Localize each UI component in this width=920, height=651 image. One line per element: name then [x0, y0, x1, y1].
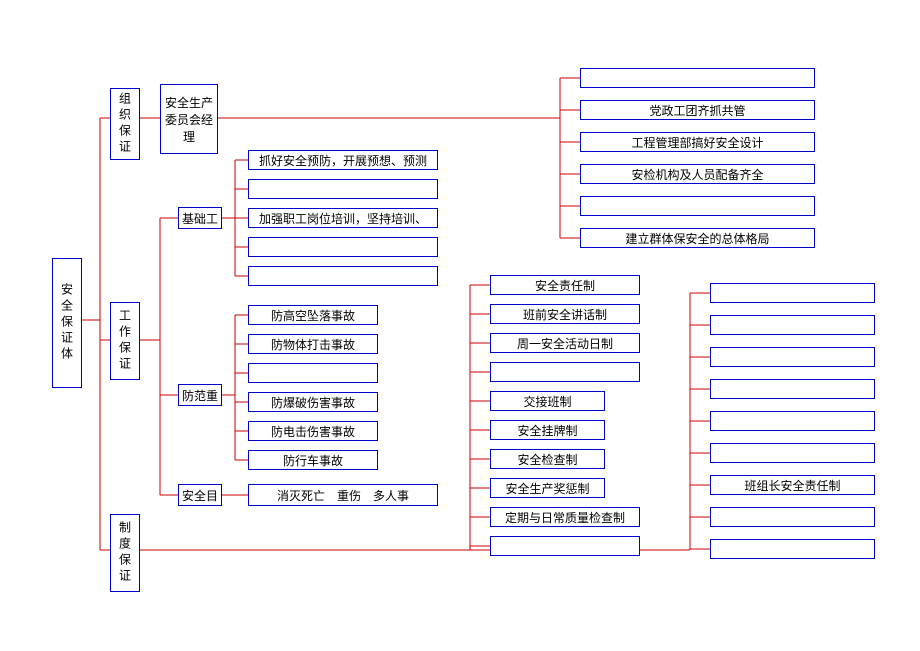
sys-r3: [710, 379, 875, 399]
prevent-p4: 防电击伤害事故: [248, 421, 378, 441]
prevent-p5: 防行车事故: [248, 450, 378, 470]
sys-s3: [490, 362, 640, 382]
sys-s6: 安全检查制: [490, 449, 605, 469]
sys-s9: [490, 536, 640, 556]
basic-b1: [248, 179, 438, 199]
committee-c0: [580, 68, 815, 88]
prevent-p1: 防物体打击事故: [248, 334, 378, 354]
committee-c5: 建立群体保安全的总体格局: [580, 228, 815, 248]
prevent-p2: [248, 363, 378, 383]
sys-s4: 交接班制: [490, 391, 605, 411]
prevent-box: 防范重: [178, 384, 222, 406]
basic-b3: [248, 237, 438, 257]
sys-box: 制度保证: [110, 514, 140, 592]
prevent-p3: 防爆破伤害事故: [248, 392, 378, 412]
sys-s2: 周一安全活动日制: [490, 333, 640, 353]
sys-s1: 班前安全讲话制: [490, 304, 640, 324]
committee-box: 安全生产委员会经理: [160, 84, 218, 154]
sys-r1: [710, 315, 875, 335]
prevent-p0: 防高空坠落事故: [248, 305, 378, 325]
sys-r0: [710, 283, 875, 303]
sys-r6: 班组长安全责任制: [710, 475, 875, 495]
sys-s8: 定期与日常质量检查制: [490, 507, 640, 527]
work-box: 工作保证: [110, 302, 140, 380]
sys-r7: [710, 507, 875, 527]
sys-s0: 安全责任制: [490, 275, 640, 295]
basic-box: 基础工: [178, 207, 222, 229]
committee-c1: 党政工团齐抓共管: [580, 100, 815, 120]
goal-text: 消灭死亡 重伤 多人事: [248, 484, 438, 506]
basic-b0: 抓好安全预防，开展预想、预测: [248, 150, 438, 170]
org-box: 组织保证: [110, 88, 140, 160]
sys-r2: [710, 347, 875, 367]
sys-s7: 安全生产奖惩制: [490, 478, 605, 498]
basic-b2: 加强职工岗位培训，坚持培训、: [248, 208, 438, 228]
committee-c2: 工程管理部搞好安全设计: [580, 132, 815, 152]
sys-r5: [710, 443, 875, 463]
goal-box: 安全目: [178, 484, 222, 506]
basic-b4: [248, 266, 438, 286]
committee-c3: 安检机构及人员配备齐全: [580, 164, 815, 184]
sys-r8: [710, 539, 875, 559]
root-box: 安全保证体: [52, 258, 82, 388]
sys-r4: [710, 411, 875, 431]
sys-s5: 安全挂牌制: [490, 420, 605, 440]
committee-c4: [580, 196, 815, 216]
